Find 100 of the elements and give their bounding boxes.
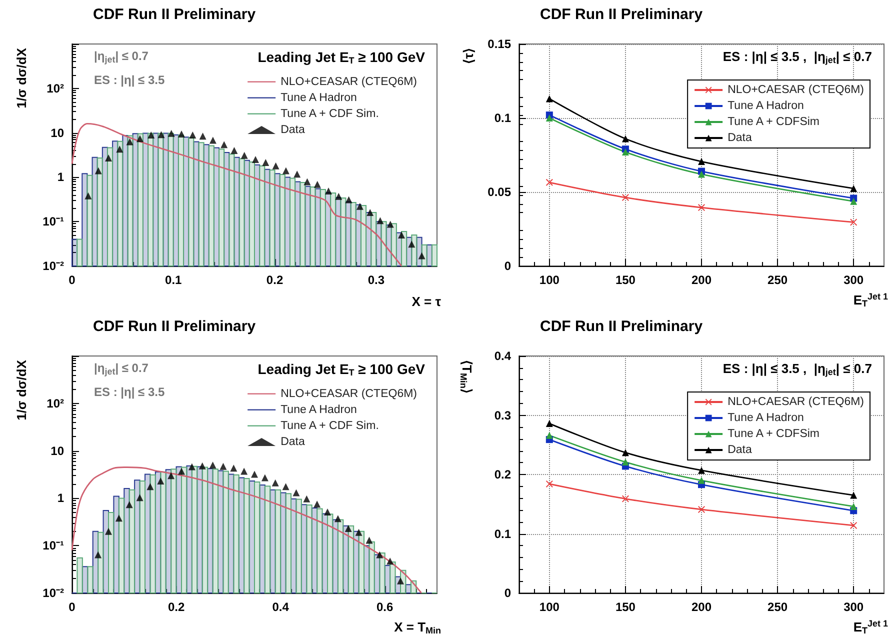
- x-tick-label: 0.1: [165, 273, 182, 287]
- legend-label: Tune A + CDF Sim.: [280, 420, 379, 432]
- chart-title: CDF Run II Preliminary: [93, 318, 256, 335]
- point: [418, 252, 426, 260]
- point: [220, 462, 227, 470]
- x-tick-label: 0.2: [266, 273, 284, 287]
- point: [355, 528, 362, 536]
- legend-label: Tune A Hadron: [280, 404, 357, 416]
- point: [345, 196, 352, 204]
- point: [314, 180, 321, 188]
- y-tick-label: 0.1: [494, 526, 512, 541]
- point: [282, 483, 290, 490]
- y-tick-label: 10: [50, 126, 64, 140]
- point: [148, 132, 155, 139]
- point: [251, 470, 258, 478]
- y-tick-label: 10²: [46, 396, 64, 410]
- y-tick-label: 0.2: [494, 468, 512, 482]
- point: [198, 462, 206, 470]
- point: [546, 480, 553, 488]
- point: [546, 420, 553, 428]
- point: [344, 524, 352, 532]
- point: [698, 466, 705, 474]
- point: [157, 478, 164, 485]
- annotation: ES : |η| ≤ 3.5: [94, 73, 165, 87]
- point: [698, 170, 705, 178]
- point: [136, 494, 144, 502]
- point: [698, 204, 705, 212]
- point: [188, 463, 196, 470]
- y-axis-title: ⟨TMin⟩: [458, 360, 474, 394]
- y-tick-label: 1: [57, 491, 64, 506]
- point: [850, 218, 858, 226]
- point: [408, 240, 416, 248]
- y-tick-label: 10: [50, 444, 64, 458]
- legend-label: Tune A + CDF Sim.: [280, 108, 379, 120]
- legend-label: Tune A Hadron: [728, 412, 804, 424]
- legend-label: NLO+CAESAR (CTEQ6M): [728, 396, 864, 408]
- point: [324, 508, 331, 516]
- point: [136, 135, 144, 142]
- point: [199, 132, 206, 140]
- y-tick-label: 0.1: [494, 111, 512, 125]
- point: [314, 500, 321, 508]
- y-axis-title: 1/σ dσ/dX: [14, 48, 29, 108]
- point: [334, 515, 342, 522]
- point: [850, 522, 858, 529]
- point: [622, 458, 629, 466]
- y-tick-label: 0: [504, 586, 512, 600]
- point: [303, 495, 310, 502]
- point: [116, 146, 124, 153]
- point: [622, 449, 629, 456]
- x-tick-label: 300: [844, 273, 864, 287]
- chart-title: CDF Run II Preliminary: [540, 318, 704, 335]
- point: [209, 462, 216, 469]
- point: [252, 156, 260, 164]
- point: [366, 536, 373, 544]
- point: [397, 577, 404, 584]
- legend-label: NLO+CAESAR (CTEQ6M): [728, 84, 864, 96]
- point: [146, 483, 154, 490]
- y-tick-label: 0.05: [488, 185, 512, 199]
- point: [168, 130, 175, 137]
- y-tick-label: 0.15: [488, 37, 512, 51]
- point: [240, 468, 248, 475]
- y-axis-title: ⟨τ⟩: [461, 48, 476, 64]
- legend-label: Tune A Hadron: [728, 100, 804, 112]
- point: [294, 170, 301, 178]
- x-tick-label: 0.2: [168, 600, 185, 614]
- chart-title: CDF Run II Preliminary: [93, 6, 256, 23]
- y-tick-label: 0.4: [494, 349, 512, 363]
- y-tick-label: 10⁻²: [42, 586, 64, 600]
- point: [262, 158, 270, 166]
- legend-label: Tune A + CDFSim: [728, 428, 820, 440]
- point: [178, 130, 185, 138]
- point: [546, 95, 553, 102]
- point: [304, 178, 311, 186]
- x-tick-label: 0: [68, 600, 76, 614]
- point: [386, 220, 394, 228]
- annotation: ES : |η| ≤ 3.5: [94, 385, 165, 399]
- point: [230, 464, 238, 472]
- x-tick-label: 100: [539, 273, 560, 287]
- point: [366, 209, 374, 216]
- point: [220, 141, 228, 148]
- x-tick-label: 250: [768, 273, 788, 287]
- point: [272, 162, 280, 170]
- point: [850, 502, 858, 510]
- point: [376, 551, 384, 558]
- point: [209, 136, 216, 144]
- point: [272, 479, 279, 486]
- point: [376, 217, 384, 224]
- point: [622, 194, 629, 201]
- x-tick-label: 0.6: [376, 600, 394, 614]
- y-tick-label: 1: [57, 170, 64, 184]
- point: [546, 114, 553, 122]
- y-tick-label: 0.3: [494, 408, 512, 422]
- point: [189, 132, 196, 139]
- x-tick-label: 150: [615, 600, 636, 614]
- point: [94, 551, 102, 558]
- point: [386, 558, 394, 565]
- x-tick-label: 0.3: [368, 273, 385, 287]
- point: [94, 167, 102, 174]
- point: [335, 192, 342, 200]
- point: [356, 202, 364, 210]
